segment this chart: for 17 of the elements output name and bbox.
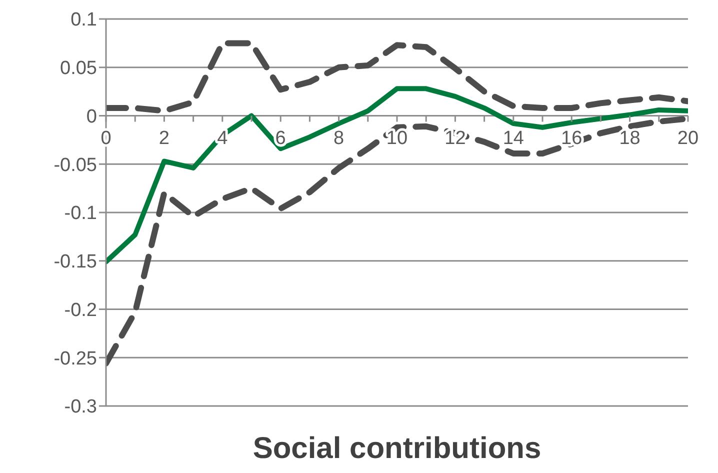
x-tick-label: 6 — [275, 128, 286, 149]
y-tick-label: -0.1 — [64, 203, 97, 224]
x-tick-label: 20 — [677, 128, 699, 149]
text: Social contributions — [252, 432, 542, 466]
y-tick-label: -0.2 — [64, 300, 97, 321]
y-tick-label: 0.05 — [60, 58, 97, 80]
y-tick-label: -0.15 — [54, 252, 97, 273]
y-tick-label: 0 — [86, 106, 97, 128]
y-tick-label: -0.3 — [64, 396, 97, 418]
y-tick-label: -0.05 — [54, 154, 97, 176]
x-tick-label: 8 — [334, 128, 344, 149]
x-tick-label: 10 — [386, 128, 408, 149]
y-tick-label: 0.1 — [70, 10, 97, 31]
y-tick-label: -0.25 — [54, 348, 97, 370]
x-tick-label: 2 — [158, 128, 170, 149]
x-tick-label: 18 — [619, 128, 640, 149]
x-tick-label: 14 — [502, 128, 524, 149]
